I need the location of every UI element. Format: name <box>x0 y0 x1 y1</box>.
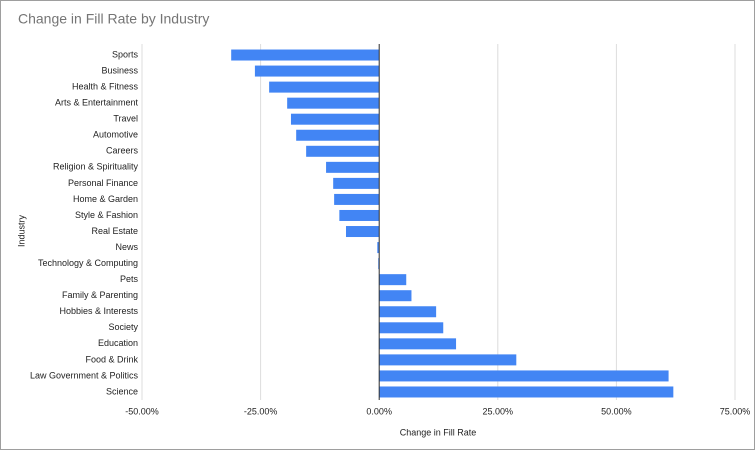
bar <box>379 322 444 334</box>
y-axis-label: Industry <box>16 214 26 247</box>
bar <box>379 338 457 350</box>
bar <box>290 113 380 125</box>
bar <box>339 209 380 221</box>
y-tick-label: Science <box>106 386 138 396</box>
y-tick-label: News <box>115 242 138 252</box>
x-tick-label: 50.00% <box>601 406 632 416</box>
x-tick-label: -25.00% <box>244 406 278 416</box>
y-tick-label: Society <box>108 322 138 332</box>
x-tick-label: -50.00% <box>125 406 159 416</box>
bar <box>379 274 407 286</box>
y-tick-label: Sports <box>112 49 139 59</box>
bar <box>333 177 380 189</box>
y-tick-label: Religion & Spirituality <box>53 162 139 172</box>
x-tick-label: 0.00% <box>366 406 392 416</box>
bar <box>326 161 380 173</box>
y-tick-label: Technology & Computing <box>38 258 138 268</box>
bar <box>296 129 380 141</box>
bar <box>345 226 380 238</box>
y-tick-label: Travel <box>113 114 138 124</box>
y-tick-label: Pets <box>120 274 139 284</box>
y-tick-label: Health & Fitness <box>72 81 139 91</box>
y-tick-label: Style & Fashion <box>75 210 138 220</box>
bar <box>254 65 380 77</box>
bar <box>379 354 517 366</box>
y-tick-label: Home & Garden <box>73 194 138 204</box>
y-tick-label: Automotive <box>93 130 138 140</box>
y-tick-label: Arts & Entertainment <box>55 98 139 108</box>
y-tick-label: Personal Finance <box>68 178 138 188</box>
bar <box>306 145 380 157</box>
bar <box>231 49 380 61</box>
chart-title: Change in Fill Rate by Industry <box>18 11 209 27</box>
bar <box>379 370 669 382</box>
y-tick-label: Food & Drink <box>85 354 138 364</box>
y-tick-label: Family & Parenting <box>62 290 138 300</box>
bar <box>269 81 380 93</box>
y-tick-label: Business <box>101 65 138 75</box>
y-tick-label: Education <box>98 338 138 348</box>
x-axis-label: Change in Fill Rate <box>400 427 477 437</box>
bar <box>287 97 380 109</box>
x-tick-label: 75.00% <box>720 406 751 416</box>
y-tick-label: Law Government & Politics <box>30 370 139 380</box>
y-tick-label: Real Estate <box>91 226 138 236</box>
bar <box>379 306 437 318</box>
bar <box>379 386 674 398</box>
bar <box>379 290 412 302</box>
y-tick-label: Careers <box>106 146 139 156</box>
y-tick-label: Hobbies & Interests <box>59 306 138 316</box>
bar <box>377 242 380 254</box>
bar <box>334 193 380 205</box>
x-tick-label: 25.00% <box>483 406 514 416</box>
